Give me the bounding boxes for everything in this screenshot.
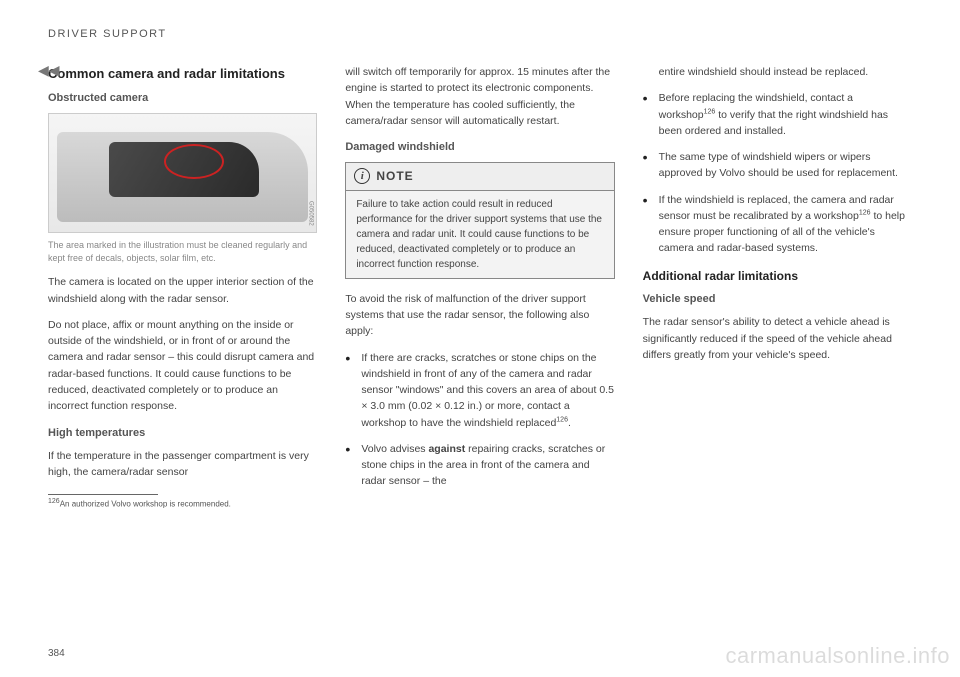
- list-item: Volvo advises against repairing cracks, …: [345, 441, 614, 490]
- info-icon: i: [354, 168, 370, 184]
- column-2: will switch off temporarily for approx. …: [345, 64, 614, 521]
- list-text: If there are cracks, scratches or stone …: [361, 352, 614, 429]
- footnote-ref: 126: [556, 416, 568, 423]
- footnote-ref: 126: [859, 209, 871, 216]
- manual-page: DRIVER SUPPORT ◀◀ Common camera and rada…: [0, 0, 960, 677]
- body-text: The radar sensor's ability to detect a v…: [643, 314, 912, 363]
- section-header: DRIVER SUPPORT: [48, 28, 912, 40]
- note-box: i NOTE Failure to take action could resu…: [345, 162, 614, 279]
- column-1: Common camera and radar limitations Obst…: [48, 64, 317, 521]
- footnote-ref: 126: [704, 108, 716, 115]
- footnote-text: An authorized Volvo workshop is recommen…: [60, 500, 231, 509]
- illustration-caption: The area marked in the illustration must…: [48, 239, 317, 264]
- emphasis: against: [428, 443, 465, 455]
- body-text: If the temperature in the passenger comp…: [48, 448, 317, 481]
- list-text: .: [568, 417, 571, 429]
- footnote: 126An authorized Volvo workshop is recom…: [48, 497, 317, 511]
- watermark: carmanualsonline.info: [725, 643, 950, 669]
- subhead-vehicle-speed: Vehicle speed: [643, 291, 912, 308]
- bullet-list: Before replacing the windshield, contact…: [643, 90, 912, 256]
- note-label: NOTE: [376, 167, 413, 186]
- body-text: The camera is located on the upper inter…: [48, 274, 317, 307]
- illustration-id: G050582: [305, 201, 314, 226]
- body-text: Do not place, affix or mount anything on…: [48, 317, 317, 415]
- list-text: If the windshield is replaced, the camer…: [659, 194, 894, 222]
- body-text: To avoid the risk of malfunction of the …: [345, 291, 614, 340]
- page-number: 384: [48, 648, 65, 659]
- footnote-rule: [48, 494, 158, 495]
- subhead-obstructed-camera: Obstructed camera: [48, 90, 317, 107]
- body-text: entire windshield should instead be repl…: [643, 64, 912, 80]
- subhead-additional-radar: Additional radar limitations: [643, 267, 912, 286]
- windshield-illustration: G050582: [48, 113, 317, 233]
- column-3: entire windshield should instead be repl…: [643, 64, 912, 521]
- subhead-damaged-windshield: Damaged windshield: [345, 139, 614, 156]
- list-item: The same type of windshield wipers or wi…: [643, 149, 912, 182]
- highlight-circle: [164, 144, 224, 179]
- note-body: Failure to take action could result in r…: [346, 191, 613, 278]
- list-text: The same type of windshield wipers or wi…: [659, 151, 898, 179]
- subhead-high-temperatures: High temperatures: [48, 425, 317, 442]
- body-text: will switch off temporarily for approx. …: [345, 64, 614, 129]
- bullet-list: If there are cracks, scratches or stone …: [345, 350, 614, 490]
- list-item: If the windshield is replaced, the camer…: [643, 192, 912, 257]
- topic-title: Common camera and radar limitations: [48, 64, 317, 84]
- footnote-ref: 126: [48, 498, 60, 505]
- list-item: Before replacing the windshield, contact…: [643, 90, 912, 139]
- list-item: If there are cracks, scratches or stone …: [345, 350, 614, 431]
- continuation-marker: ◀◀: [38, 62, 60, 79]
- column-container: Common camera and radar limitations Obst…: [48, 64, 912, 521]
- note-header: i NOTE: [346, 163, 613, 191]
- list-text: Volvo advises: [361, 443, 428, 455]
